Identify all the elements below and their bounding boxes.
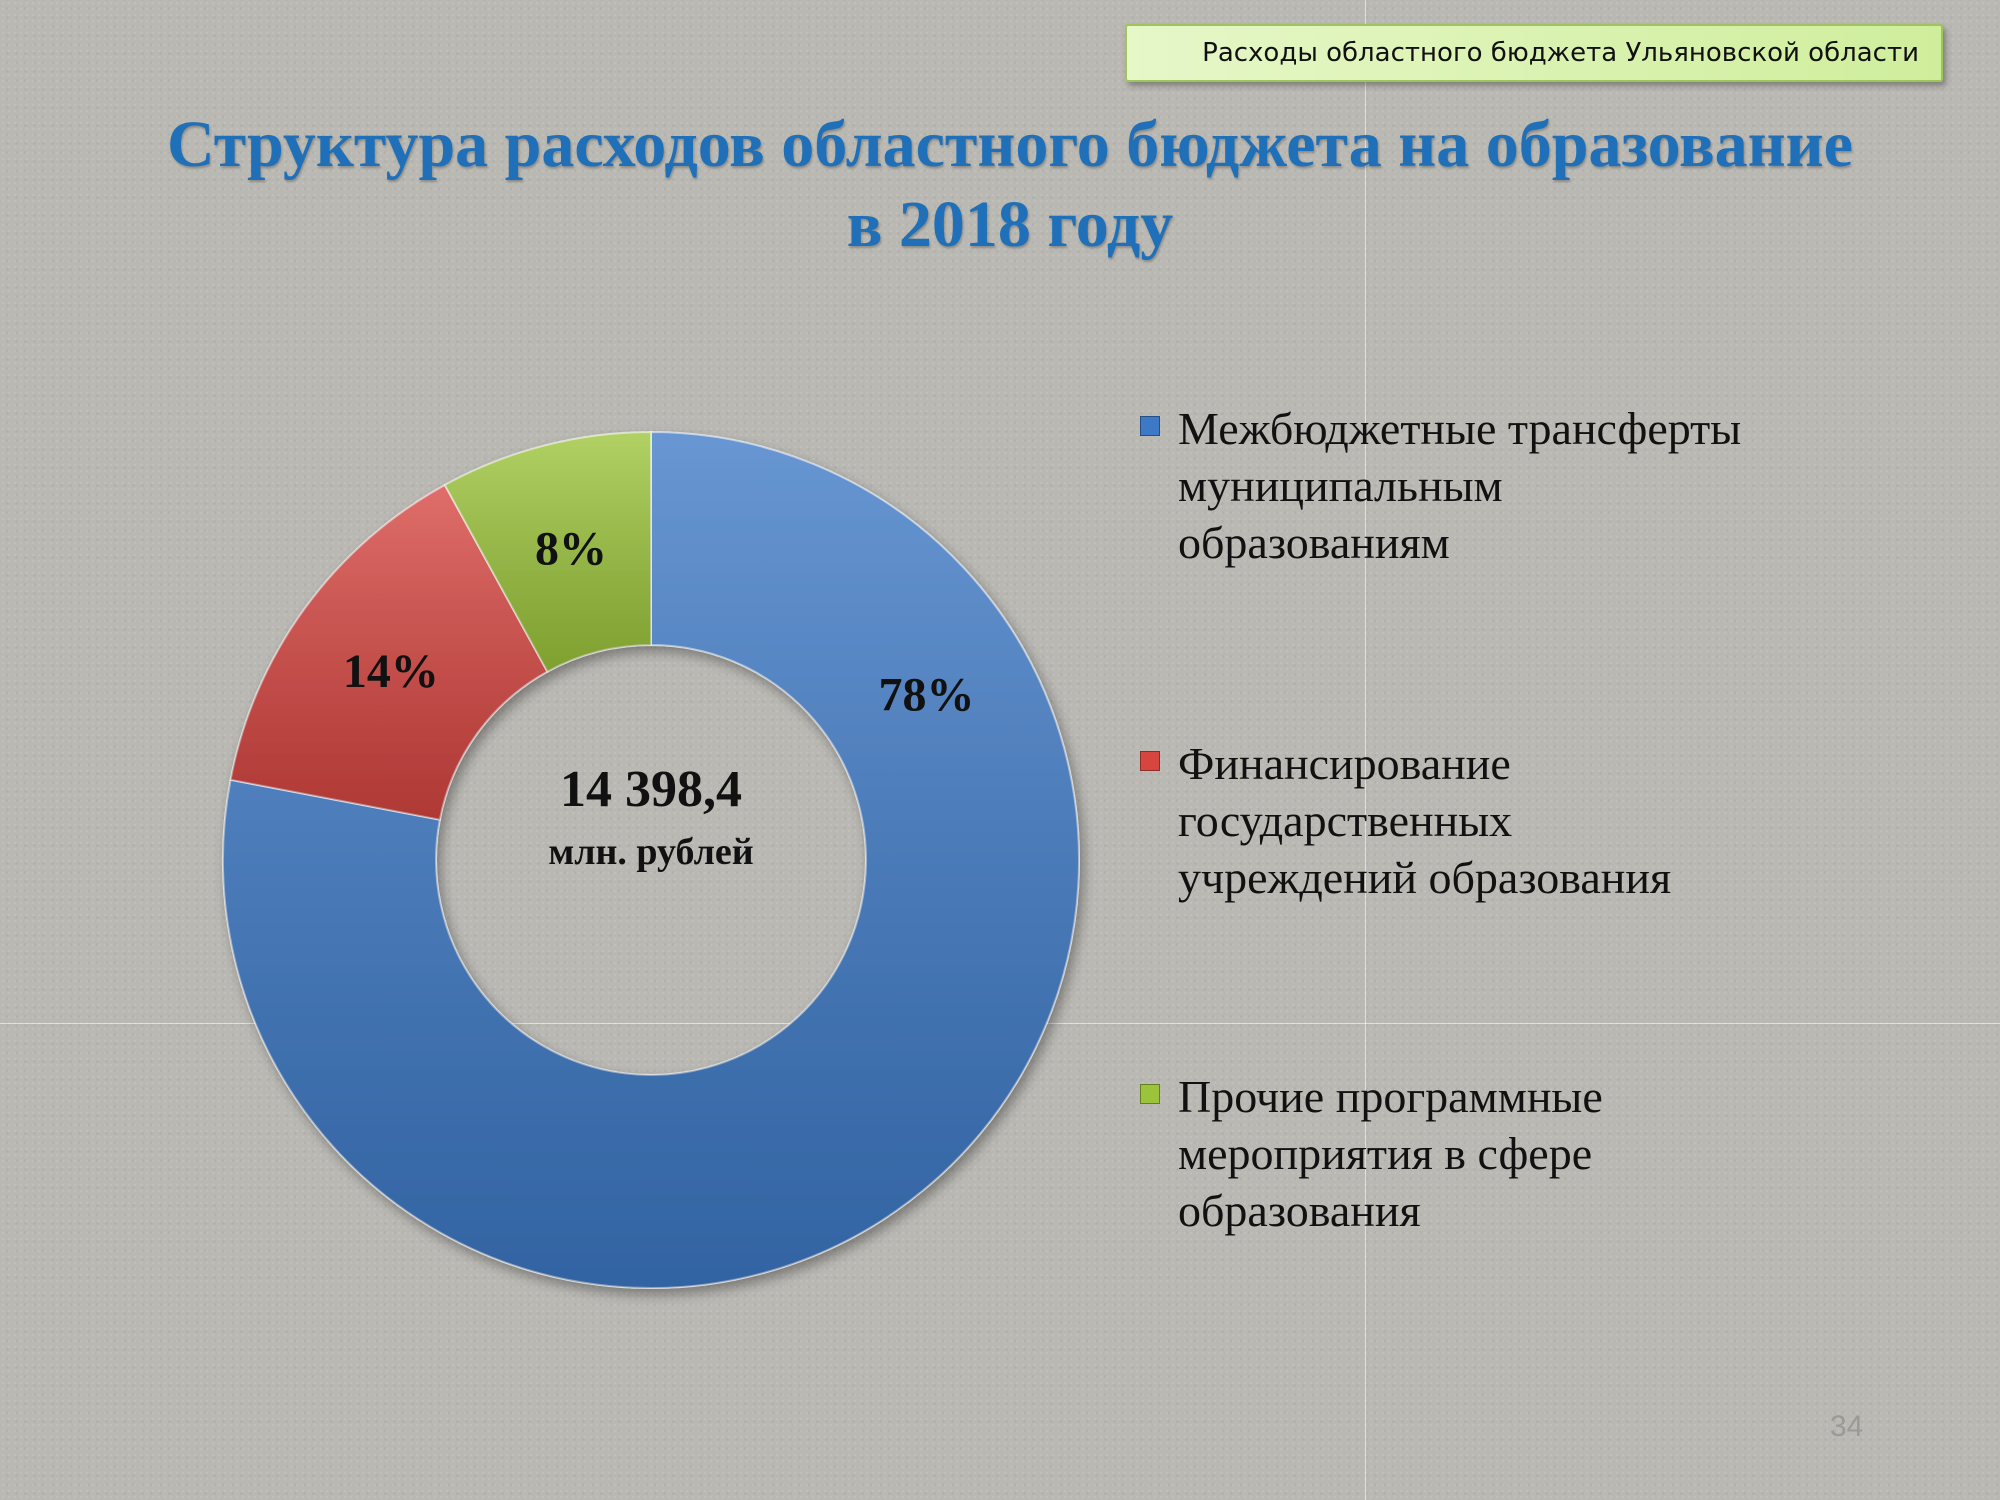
title-line-2: в 2018 году xyxy=(846,188,1174,261)
legend-label-line: Межбюджетные трансферты xyxy=(1178,403,1742,454)
donut-total-value: 14 398,4 xyxy=(560,761,742,818)
legend-swatch-red xyxy=(1140,751,1160,771)
legend-label-other: Прочие программные мероприятия в сфере о… xyxy=(1178,1068,1958,1239)
legend-label-line: Прочие программные xyxy=(1178,1071,1603,1122)
slide-guide-vertical xyxy=(1365,0,1366,1500)
donut-slice-shade xyxy=(222,432,1079,1288)
title-line-1: Структура расходов областного бюджета на… xyxy=(167,108,1853,181)
page-title: Структура расходов областного бюджета на… xyxy=(80,105,1940,265)
legend-label-line: учреждений образования xyxy=(1178,852,1672,903)
legend-label-line: образованиям xyxy=(1178,517,1450,568)
slice-label-other: 8% xyxy=(535,523,607,576)
header-tag-text: Расходы областного бюджета Ульяновской о… xyxy=(1202,38,1919,68)
slice-label-transfers: 78% xyxy=(878,668,974,721)
page-number: 34 xyxy=(1830,1410,1864,1443)
donut-total-unit: млн. рублей xyxy=(548,831,754,873)
legend-swatch-blue xyxy=(1140,416,1160,436)
legend-label-line: муниципальным xyxy=(1178,460,1503,511)
donut-slice-shade xyxy=(230,484,548,820)
legend-label-institutions: Финансирование государственных учреждени… xyxy=(1178,735,1958,906)
legend-label-line: Финансирование xyxy=(1178,738,1511,789)
legend-label-line: государственных xyxy=(1178,795,1513,846)
header-tag: Расходы областного бюджета Ульяновской о… xyxy=(1125,24,1943,82)
legend-label-line: мероприятия в сфере xyxy=(1178,1128,1593,1179)
legend-label-line: образования xyxy=(1178,1185,1421,1236)
legend-label-transfers: Межбюджетные трансферты муниципальным об… xyxy=(1178,400,1958,571)
donut-slice-shade xyxy=(444,432,651,672)
legend-swatch-green xyxy=(1140,1084,1160,1104)
slice-label-institutions: 14% xyxy=(343,645,439,698)
